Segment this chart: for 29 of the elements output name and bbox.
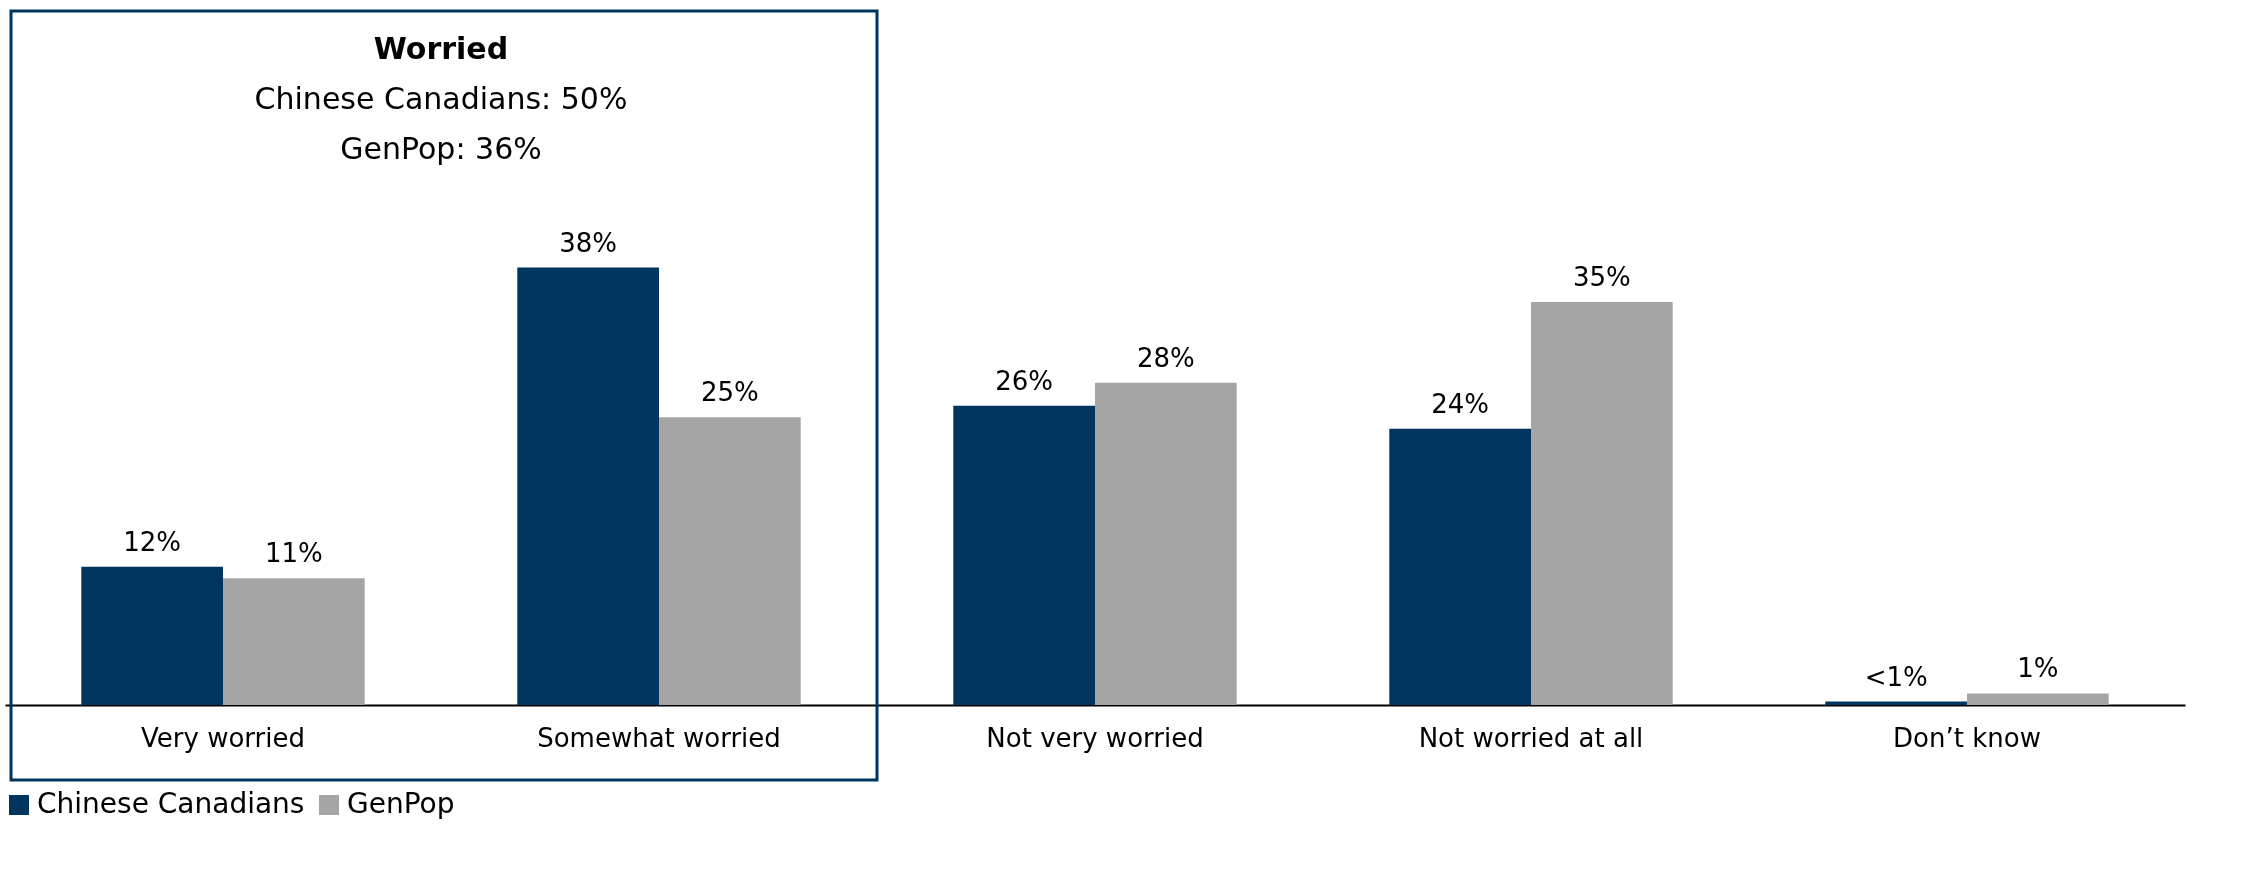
text: GenPop: 36%	[340, 131, 542, 166]
text: Worried	[373, 31, 509, 66]
text: Chinese Canadians: 50%	[254, 81, 628, 116]
bar	[1967, 693, 2109, 705]
data-label: 38%	[559, 227, 618, 258]
data-label: 26%	[995, 365, 1054, 396]
bar	[223, 578, 365, 705]
bar	[1095, 382, 1237, 705]
x-tick-label: Somewhat worried	[537, 722, 781, 753]
data-label: 24%	[1431, 388, 1490, 419]
bar	[1389, 428, 1531, 705]
bar	[953, 405, 1095, 705]
legend-label: GenPop	[347, 787, 455, 820]
legend-label: Chinese Canadians	[37, 787, 305, 820]
bar	[1531, 302, 1673, 705]
x-tick-label: Not very worried	[986, 722, 1204, 753]
bar	[81, 566, 223, 705]
data-label: 28%	[1136, 342, 1195, 373]
x-tick-label: Not worried at all	[1418, 722, 1644, 753]
bar	[517, 267, 659, 705]
data-label: 12%	[123, 526, 182, 557]
x-tick-label: Very worried	[141, 722, 305, 753]
bar	[659, 417, 801, 705]
x-tick-label: Don’t know	[1893, 722, 2041, 753]
data-label: 25%	[700, 377, 759, 408]
data-label: 1%	[2017, 653, 2059, 684]
data-label: 35%	[1572, 262, 1631, 293]
data-label: <1%	[1864, 661, 1928, 692]
data-label: 11%	[264, 538, 323, 569]
